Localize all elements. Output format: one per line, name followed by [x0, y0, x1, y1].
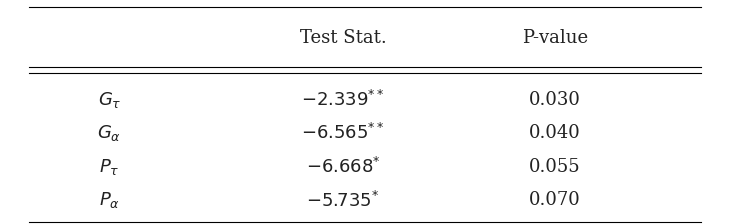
Text: Test Stat.: Test Stat. — [300, 29, 386, 47]
Text: 0.030: 0.030 — [529, 91, 581, 109]
Text: $P_{\tau}$: $P_{\tau}$ — [99, 157, 120, 177]
Text: $-6.668^{*}$: $-6.668^{*}$ — [306, 157, 380, 177]
Text: $-6.565^{**}$: $-6.565^{**}$ — [301, 123, 385, 143]
Text: 0.055: 0.055 — [529, 158, 580, 176]
Text: 0.040: 0.040 — [529, 124, 580, 142]
Text: $-2.339^{**}$: $-2.339^{**}$ — [301, 90, 385, 110]
Text: $G_{\tau}$: $G_{\tau}$ — [98, 90, 121, 110]
Text: $P_{\alpha}$: $P_{\alpha}$ — [99, 190, 120, 211]
Text: $G_{\alpha}$: $G_{\alpha}$ — [98, 123, 121, 143]
Text: $-5.735^{*}$: $-5.735^{*}$ — [307, 190, 380, 211]
Text: P-value: P-value — [522, 29, 588, 47]
Text: 0.070: 0.070 — [529, 192, 580, 209]
